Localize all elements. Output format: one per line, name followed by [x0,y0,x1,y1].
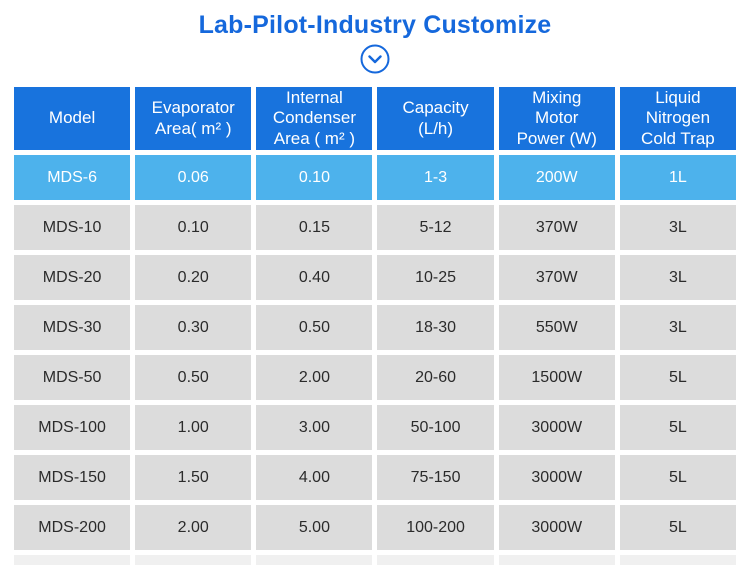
partial-row-cell [498,555,615,565]
cell-condenser-area: 4.00 [256,455,373,500]
cell-motor-power: 370W [498,255,615,300]
cell-capacity: 50-100 [377,405,494,450]
cell-model: MDS-50 [14,355,131,400]
cell-evaporator-area: 0.06 [135,155,252,200]
cell-cold-trap: 3L [619,255,736,300]
cell-motor-power: 370W [498,205,615,250]
partial-row-cell [377,555,494,565]
cell-cold-trap: 5L [619,405,736,450]
cell-cold-trap: 3L [619,305,736,350]
cell-condenser-area: 0.50 [256,305,373,350]
cell-cold-trap: 3L [619,205,736,250]
cell-cold-trap: 5L [619,355,736,400]
col-header-model: Model [14,87,131,150]
cell-condenser-area: 0.40 [256,255,373,300]
cell-condenser-area: 0.15 [256,205,373,250]
partial-row-cell [14,555,131,565]
cell-evaporator-area: 0.50 [135,355,252,400]
cell-evaporator-area: 2.00 [135,505,252,550]
cell-cold-trap: 5L [619,455,736,500]
col-header-motor-power: Mixing Motor Power (W) [498,87,615,150]
cell-cold-trap: 1L [619,155,736,200]
cell-model: MDS-6 [14,155,131,200]
partial-row-cell [619,555,736,565]
cell-motor-power: 3000W [498,505,615,550]
cell-capacity: 10-25 [377,255,494,300]
cell-model: MDS-200 [14,505,131,550]
cell-model: MDS-20 [14,255,131,300]
col-header-cold-trap: Liquid Nitrogen Cold Trap [619,87,736,150]
cell-motor-power: 3000W [498,405,615,450]
cell-motor-power: 1500W [498,355,615,400]
cell-model: MDS-150 [14,455,131,500]
col-header-evaporator-area: Evaporator Area( m² ) [135,87,252,150]
cell-model: MDS-10 [14,205,131,250]
cell-cold-trap: 5L [619,505,736,550]
col-header-capacity: Capacity (L/h) [377,87,494,150]
cell-condenser-area: 2.00 [256,355,373,400]
cell-condenser-area: 5.00 [256,505,373,550]
partial-row-cell [135,555,252,565]
cell-capacity: 75-150 [377,455,494,500]
cell-condenser-area: 3.00 [256,405,373,450]
cell-evaporator-area: 0.30 [135,305,252,350]
cell-capacity: 20-60 [377,355,494,400]
cell-evaporator-area: 1.50 [135,455,252,500]
page-title: Lab-Pilot-Industry Customize [198,11,552,39]
spec-table: Model Evaporator Area( m² ) Internal Con… [14,87,736,565]
cell-motor-power: 550W [498,305,615,350]
cell-condenser-area: 0.10 [256,155,373,200]
cell-evaporator-area: 0.10 [135,205,252,250]
cell-capacity: 5-12 [377,205,494,250]
cell-motor-power: 3000W [498,455,615,500]
cell-evaporator-area: 0.20 [135,255,252,300]
cell-capacity: 100-200 [377,505,494,550]
cell-model: MDS-100 [14,405,131,450]
cell-motor-power: 200W [498,155,615,200]
cell-evaporator-area: 1.00 [135,405,252,450]
partial-row-cell [256,555,373,565]
cell-capacity: 1-3 [377,155,494,200]
chevron-down-icon[interactable] [360,44,390,74]
cell-capacity: 18-30 [377,305,494,350]
col-header-condenser-area: Internal Condenser Area ( m² ) [256,87,373,150]
cell-model: MDS-30 [14,305,131,350]
